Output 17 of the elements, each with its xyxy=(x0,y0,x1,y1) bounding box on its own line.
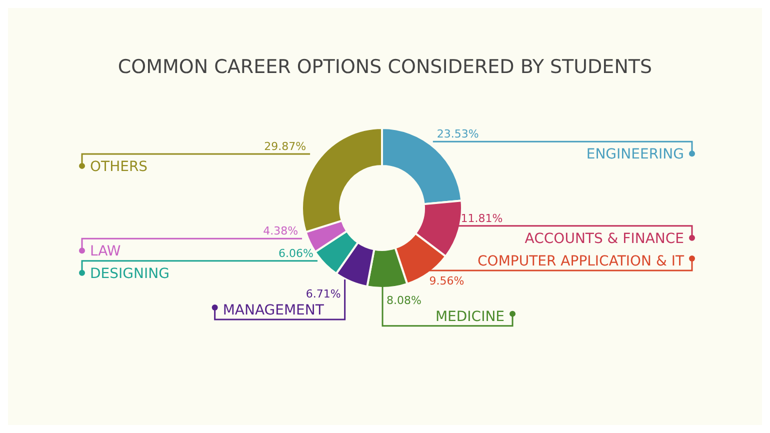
slice-label: ACCOUNTS & FINANCE xyxy=(524,230,684,247)
data-label: 29.87% xyxy=(264,140,306,153)
legend-label: MANAGEMENT xyxy=(222,302,324,319)
data-label: 23.53% xyxy=(436,128,479,141)
slice-label: MEDICINE xyxy=(435,308,505,325)
data-label: 6.06% xyxy=(278,246,314,260)
slice-label: COMPUTER APPLICATION & IT xyxy=(478,254,684,270)
data-label: 6.71% xyxy=(306,288,341,301)
data-label: 11.81% xyxy=(460,212,503,225)
slice-label: ENGINEERING xyxy=(586,146,684,163)
legend-label: DESIGNING xyxy=(90,266,170,282)
legend-label: LAW xyxy=(90,244,121,260)
data-label: 4.38% xyxy=(263,224,298,238)
chart-title: COMMON CAREER OPTIONS CONSIDERED BY STUDENTS xyxy=(116,56,654,78)
legend-label: OTHERS xyxy=(90,158,148,175)
data-label: 9.56% xyxy=(429,274,464,288)
data-label: 8.08% xyxy=(386,294,422,307)
